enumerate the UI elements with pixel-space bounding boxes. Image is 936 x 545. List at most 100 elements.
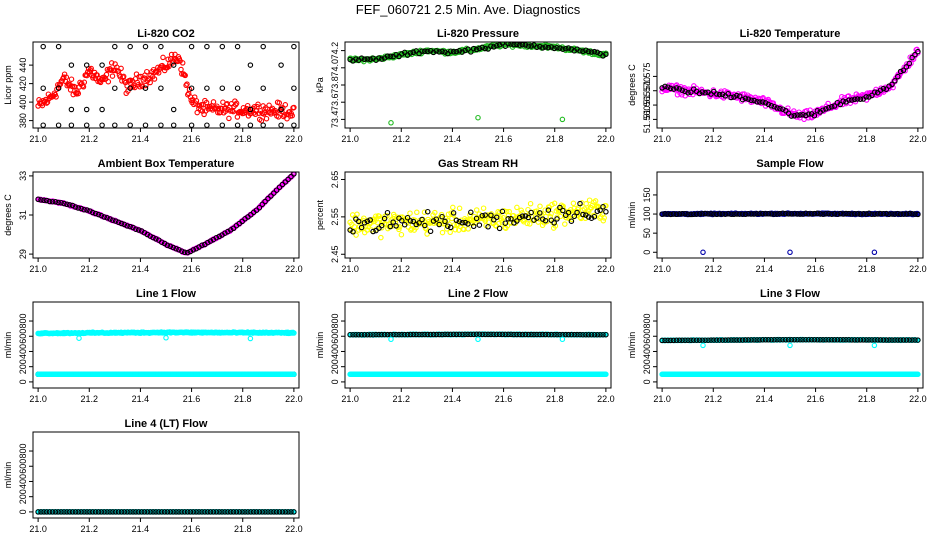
y-tick-label: 0: [18, 379, 28, 384]
x-tick-label: 21.4: [132, 394, 150, 404]
x-tick-label: 21.0: [29, 394, 47, 404]
y-tick-label: 800: [642, 314, 652, 329]
x-tick-label: 21.6: [807, 394, 825, 404]
panel-title: Li-820 Pressure: [437, 28, 519, 40]
x-tick-label: 21.0: [341, 394, 359, 404]
panel-title: Line 2 Flow: [448, 288, 508, 300]
x-tick-label: 21.4: [444, 134, 462, 144]
y-tick-label: 50: [642, 228, 652, 238]
x-tick-label: 21.6: [495, 134, 513, 144]
x-tick-label: 21.2: [393, 394, 411, 404]
y-tick-label: 100: [642, 207, 652, 222]
x-tick-label: 21.8: [858, 394, 876, 404]
x-tick-label: 21.8: [234, 264, 252, 274]
y-axis-label: ml/min: [315, 332, 325, 359]
x-tick-label: 21.4: [756, 394, 774, 404]
panel-title: Gas Stream RH: [438, 158, 518, 170]
x-tick-label: 21.2: [705, 264, 723, 274]
y-tick-label: 800: [330, 314, 340, 329]
y-tick-label: 2.55: [330, 208, 340, 226]
y-axis-label: ml/min: [3, 332, 13, 359]
y-tick-label: 600: [18, 329, 28, 344]
x-tick-label: 21.6: [495, 264, 513, 274]
y-tick-label: 2.45: [330, 245, 340, 263]
y-tick-label: 73.8: [330, 76, 340, 94]
y-axis-label: Licor ppm: [3, 65, 13, 105]
x-tick-label: 21.4: [756, 134, 774, 144]
x-tick-label: 21.6: [183, 264, 201, 274]
x-tick-label: 21.8: [234, 134, 252, 144]
y-tick-label: 33: [18, 171, 28, 181]
x-tick-label: 22.0: [597, 134, 615, 144]
y-axis-label: percent: [315, 199, 325, 230]
x-tick-label: 21.4: [756, 264, 774, 274]
y-tick-label: 200: [642, 359, 652, 374]
x-tick-label: 21.8: [546, 394, 564, 404]
y-axis-label: ml/min: [3, 462, 13, 489]
y-tick-label: 400: [642, 344, 652, 359]
x-tick-label: 21.0: [653, 394, 671, 404]
y-tick-label: 0: [642, 250, 652, 255]
x-tick-label: 22.0: [909, 134, 927, 144]
y-tick-label: 29: [18, 249, 28, 259]
panel-title: Li-820 Temperature: [740, 28, 841, 40]
y-tick-label: 150: [642, 187, 652, 202]
x-tick-label: 22.0: [285, 264, 303, 274]
figure-title: FEF_060721 2.5 Min. Ave. Diagnostics: [356, 2, 581, 17]
y-tick-label: 74.0: [330, 59, 340, 77]
x-tick-label: 21.6: [183, 394, 201, 404]
x-tick-label: 21.2: [393, 264, 411, 274]
y-tick-label: 74.2: [330, 42, 340, 60]
panel-title: Ambient Box Temperature: [98, 158, 235, 170]
y-tick-label: 420: [18, 76, 28, 91]
x-tick-label: 21.2: [393, 134, 411, 144]
x-tick-label: 21.8: [546, 264, 564, 274]
y-tick-label: 440: [18, 58, 28, 73]
y-tick-label: 800: [18, 314, 28, 329]
panel-title: Line 3 Flow: [760, 288, 820, 300]
x-tick-label: 21.8: [234, 394, 252, 404]
y-tick-label: 400: [18, 95, 28, 110]
x-tick-label: 21.0: [341, 134, 359, 144]
y-tick-label: 200: [18, 359, 28, 374]
y-axis-label: ml/min: [627, 202, 637, 229]
y-tick-label: 31: [18, 210, 28, 220]
x-tick-label: 22.0: [909, 394, 927, 404]
x-tick-label: 21.4: [444, 394, 462, 404]
panel-title: Line 1 Flow: [136, 288, 196, 300]
y-tick-label: 0: [642, 379, 652, 384]
x-tick-label: 21.8: [546, 134, 564, 144]
x-tick-label: 21.0: [341, 264, 359, 274]
y-axis-label: degrees C: [627, 64, 637, 106]
y-tick-label: 600: [642, 329, 652, 344]
x-tick-label: 21.6: [807, 264, 825, 274]
x-tick-label: 22.0: [597, 264, 615, 274]
y-tick-label: 600: [330, 329, 340, 344]
x-tick-label: 21.8: [858, 264, 876, 274]
x-tick-label: 21.2: [705, 394, 723, 404]
y-tick-label: 51.575: [642, 63, 652, 91]
x-tick-label: 21.0: [653, 264, 671, 274]
x-tick-label: 21.6: [807, 134, 825, 144]
x-tick-label: 21.4: [444, 264, 462, 274]
y-tick-label: 73.6: [330, 93, 340, 111]
x-tick-label: 21.4: [132, 264, 150, 274]
x-tick-label: 21.2: [81, 134, 99, 144]
y-axis-label: kPa: [315, 77, 325, 93]
x-tick-label: 22.0: [597, 394, 615, 404]
x-tick-label: 21.0: [653, 134, 671, 144]
x-tick-label: 21.0: [29, 264, 47, 274]
data-points: [36, 510, 296, 514]
x-tick-label: 22.0: [909, 264, 927, 274]
x-tick-label: 21.2: [81, 264, 99, 274]
y-tick-label: 380: [18, 113, 28, 128]
y-tick-label: 0: [330, 379, 340, 384]
x-tick-label: 21.6: [495, 394, 513, 404]
y-axis-label: ml/min: [627, 332, 637, 359]
y-tick-label: 400: [18, 344, 28, 359]
y-tick-label: 2.65: [330, 171, 340, 189]
x-tick-label: 21.2: [705, 134, 723, 144]
y-tick-label: 200: [330, 359, 340, 374]
x-tick-label: 22.0: [285, 394, 303, 404]
